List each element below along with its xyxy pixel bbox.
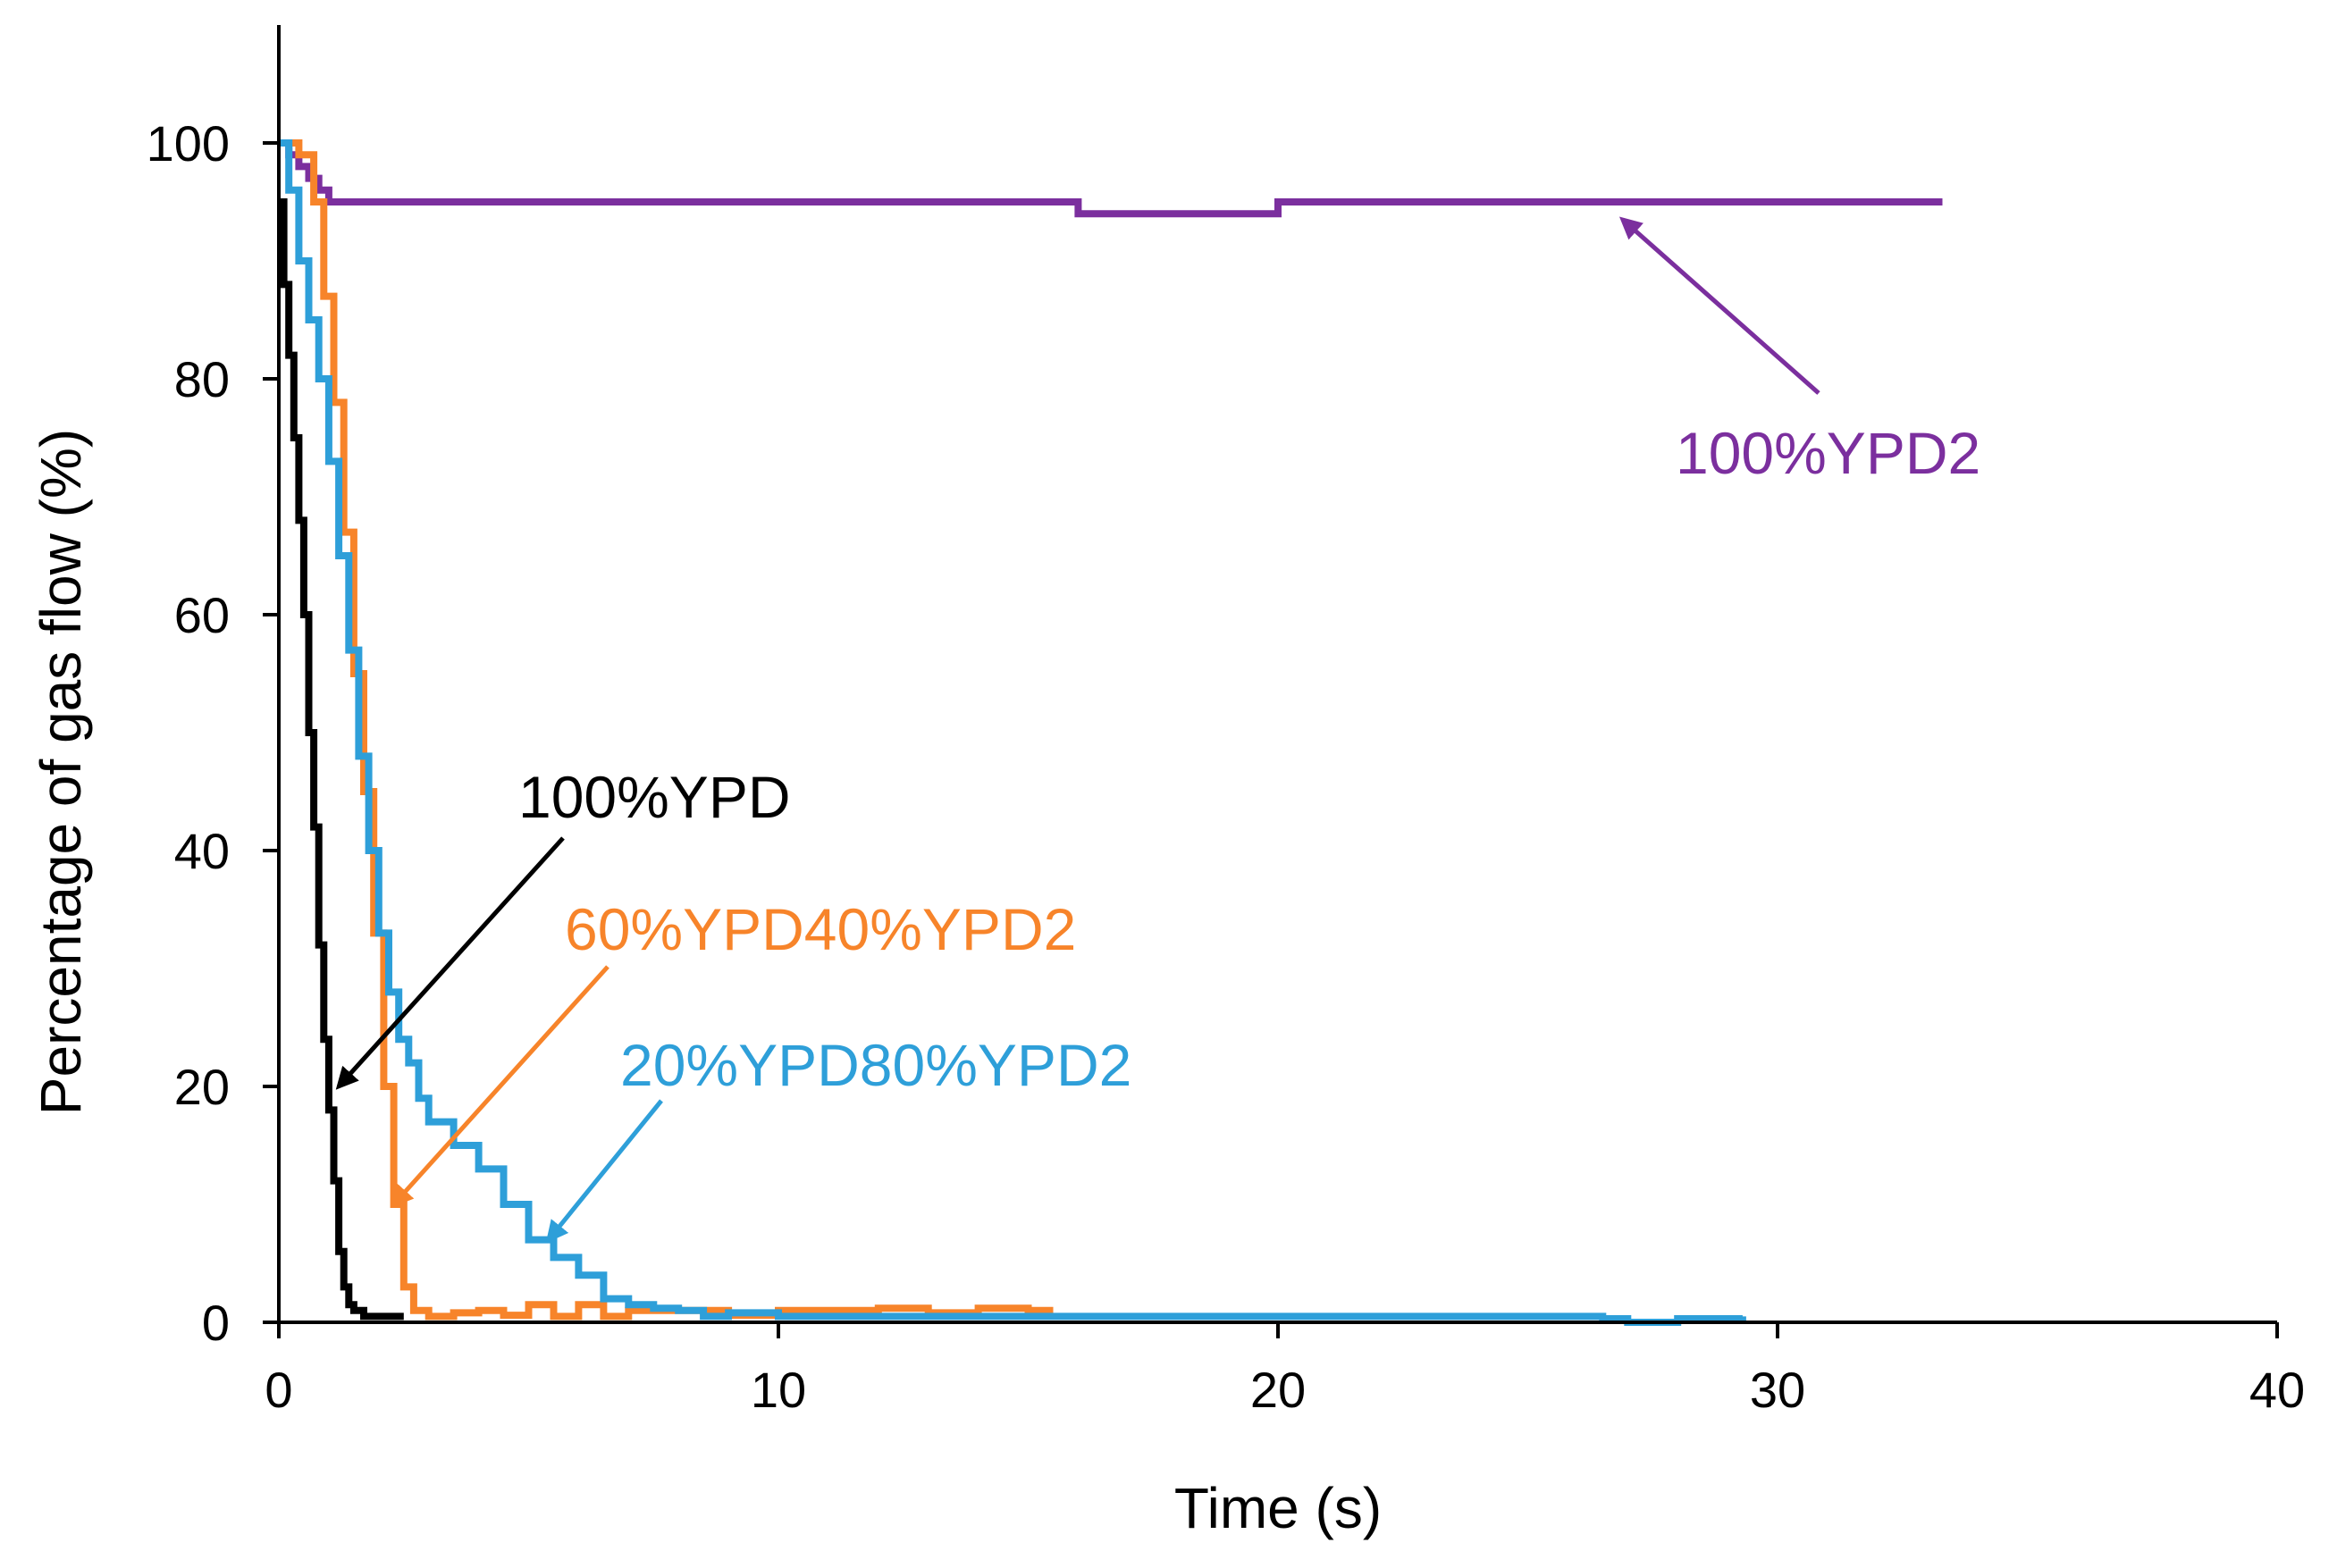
y-ticks: 0 20 40 60 80 100 bbox=[147, 115, 279, 1351]
x-tick-label-0: 0 bbox=[265, 1362, 292, 1418]
annotation-arrow-20pctypd80pctypd2 bbox=[545, 1099, 663, 1244]
y-tick-label-20: 20 bbox=[174, 1059, 230, 1115]
y-tick-label-100: 100 bbox=[147, 115, 230, 172]
y-axis-title: Percentage of gas flow (%) bbox=[29, 429, 93, 1115]
series-label-100pctypd: 100%YPD bbox=[518, 764, 791, 830]
series-line-60pctypd40pctypd2 bbox=[279, 139, 1054, 1321]
x-axis-title: Time (s) bbox=[1174, 1476, 1382, 1540]
series-label-100pctypd2: 100%YPD2 bbox=[1676, 420, 1980, 486]
series-layer bbox=[279, 139, 1943, 1326]
series-label-60pctypd40pctypd2: 60%YPD40%YPD2 bbox=[565, 896, 1076, 962]
annotation-arrow-100pctypd bbox=[335, 836, 565, 1090]
annotation-arrow-60pctypd40pctypd2 bbox=[391, 965, 609, 1208]
y-tick-label-0: 0 bbox=[202, 1295, 230, 1351]
series-line-100pctypd bbox=[279, 198, 404, 1321]
annotation-layer: 100%YPD2 100%YPD 60%YPD40%YPD2 20%YPD80%YPD… bbox=[335, 216, 1980, 1244]
y-tick-label-80: 80 bbox=[174, 351, 230, 407]
x-tick-label-40: 40 bbox=[2249, 1362, 2305, 1418]
x-tick-label-30: 30 bbox=[1750, 1362, 1805, 1418]
x-tick-label-10: 10 bbox=[751, 1362, 806, 1418]
series-line-100pctypd2 bbox=[279, 139, 1943, 218]
x-tick-label-20: 20 bbox=[1250, 1362, 1306, 1418]
x-ticks: 0 10 20 30 40 bbox=[265, 1322, 2305, 1418]
annotation-arrow-100pctypd2 bbox=[1618, 216, 1820, 395]
series-label-20pctypd80pctypd2: 20%YPD80%YPD2 bbox=[620, 1032, 1131, 1098]
y-tick-label-40: 40 bbox=[174, 823, 230, 879]
y-tick-label-60: 60 bbox=[174, 587, 230, 643]
series-line-20pctypd80pctypd2 bbox=[279, 139, 1746, 1326]
